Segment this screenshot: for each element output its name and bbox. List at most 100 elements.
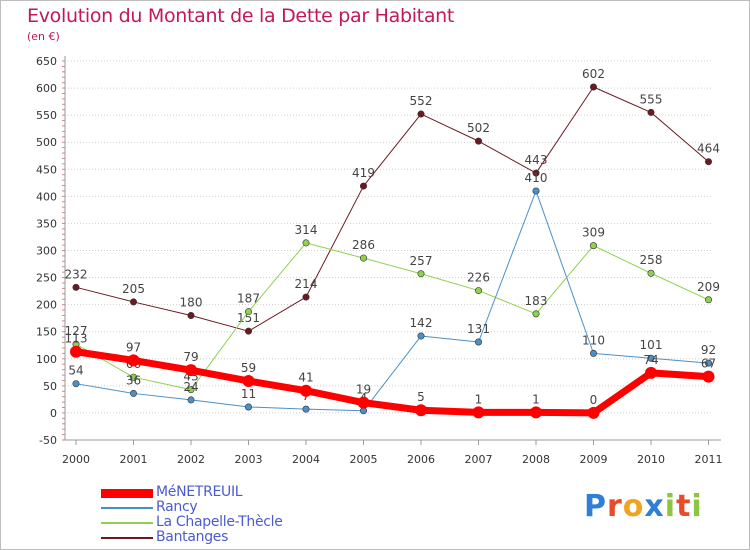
data-point bbox=[302, 405, 310, 413]
data-point bbox=[589, 83, 597, 91]
x-tick-label: 2008 bbox=[522, 453, 550, 466]
data-label: 131 bbox=[467, 322, 490, 336]
data-label: 41 bbox=[298, 371, 313, 385]
data-label: 464 bbox=[697, 142, 720, 156]
legend-swatch bbox=[101, 522, 153, 524]
data-point bbox=[474, 287, 482, 295]
x-tick-label: 2001 bbox=[120, 453, 148, 466]
y-tick-label: 600 bbox=[36, 82, 57, 95]
data-label: 97 bbox=[126, 340, 141, 354]
x-tick-label: 2010 bbox=[637, 453, 665, 466]
y-tick-label: 350 bbox=[36, 217, 57, 230]
y-tick-label: 100 bbox=[36, 353, 57, 366]
data-label: 502 bbox=[467, 121, 490, 135]
brand-letter: i bbox=[691, 489, 703, 524]
x-tick-label: 2005 bbox=[350, 453, 378, 466]
data-label: 602 bbox=[582, 67, 605, 81]
data-label: 1 bbox=[475, 392, 483, 406]
series-line bbox=[75, 86, 709, 332]
unit-label: (en €) bbox=[27, 30, 60, 43]
y-tick-label: 150 bbox=[36, 326, 57, 339]
x-tick-label: 2007 bbox=[465, 453, 493, 466]
data-label: 5 bbox=[417, 390, 425, 404]
data-point bbox=[472, 406, 485, 419]
data-point bbox=[185, 364, 197, 377]
legend-label: MéNETREUIL bbox=[156, 484, 243, 500]
data-point bbox=[415, 404, 427, 417]
data-point bbox=[130, 373, 138, 381]
data-label: 127 bbox=[65, 324, 88, 338]
data-label: 309 bbox=[582, 226, 605, 240]
data-point bbox=[704, 296, 712, 304]
y-tick-label: 450 bbox=[36, 163, 57, 176]
data-label: 555 bbox=[640, 92, 663, 106]
data-point bbox=[474, 137, 482, 145]
brand-letter: P bbox=[584, 489, 607, 524]
data-label: 19 bbox=[356, 383, 371, 397]
data-label: 101 bbox=[640, 338, 663, 352]
data-point bbox=[589, 242, 597, 250]
data-label: 205 bbox=[122, 282, 145, 296]
data-label: 79 bbox=[183, 350, 198, 364]
data-label: 36 bbox=[126, 373, 141, 387]
y-tick-label: 400 bbox=[36, 190, 57, 203]
data-point bbox=[645, 366, 657, 379]
data-label: 314 bbox=[295, 223, 318, 237]
y-tick-label: 50 bbox=[43, 380, 57, 393]
data-label: 232 bbox=[65, 267, 88, 281]
data-label: 24 bbox=[183, 380, 198, 394]
data-point bbox=[704, 158, 712, 166]
data-label: 552 bbox=[410, 94, 433, 108]
data-point bbox=[532, 310, 540, 318]
data-point bbox=[357, 396, 370, 409]
data-point bbox=[242, 374, 255, 387]
data-label: 214 bbox=[295, 277, 318, 291]
x-tick-label: 2000 bbox=[62, 453, 90, 466]
data-point bbox=[532, 169, 540, 177]
data-point bbox=[72, 380, 80, 388]
data-point bbox=[702, 370, 715, 383]
legend-swatch bbox=[101, 507, 153, 509]
y-tick-label: 500 bbox=[36, 136, 57, 149]
series-la-chapelle-th-cle: 1276643187314286257226183309258209 bbox=[65, 223, 720, 394]
data-point bbox=[302, 239, 310, 247]
y-tick-label: 300 bbox=[36, 245, 57, 258]
legend-label: Bantanges bbox=[156, 529, 229, 545]
series-rancy: 543624117414213141011010192 bbox=[68, 171, 716, 415]
data-label: 110 bbox=[582, 333, 605, 347]
data-point bbox=[532, 187, 540, 195]
legend-label: La Chapelle-Thècle bbox=[156, 514, 283, 530]
data-label: 410 bbox=[525, 171, 548, 185]
chart-title: Evolution du Montant de la Dette par Hab… bbox=[27, 5, 455, 27]
data-point bbox=[647, 108, 655, 116]
data-label: 0 bbox=[590, 393, 598, 407]
data-label: 74 bbox=[643, 353, 658, 367]
data-point bbox=[647, 269, 655, 277]
x-tick-label: 2009 bbox=[580, 453, 608, 466]
data-label: 92 bbox=[701, 343, 716, 357]
data-label: 180 bbox=[180, 295, 203, 309]
brand-letter: i bbox=[664, 489, 677, 524]
data-point bbox=[72, 283, 80, 291]
data-point bbox=[359, 254, 367, 262]
data-point bbox=[647, 354, 655, 362]
series-line bbox=[75, 242, 709, 391]
data-label: 113 bbox=[65, 332, 88, 346]
x-tick-label: 2004 bbox=[292, 453, 320, 466]
y-tick-label: 650 bbox=[36, 55, 57, 68]
data-point bbox=[302, 293, 310, 301]
data-label: 151 bbox=[237, 311, 260, 325]
data-point bbox=[474, 338, 482, 346]
data-point bbox=[359, 182, 367, 190]
data-point bbox=[704, 359, 712, 367]
data-label: 209 bbox=[697, 280, 720, 294]
data-label: 59 bbox=[241, 361, 256, 375]
data-point bbox=[530, 406, 542, 419]
series-line bbox=[75, 190, 709, 412]
data-label: 443 bbox=[525, 153, 548, 167]
data-point bbox=[587, 406, 600, 419]
x-tick-label: 2011 bbox=[695, 453, 723, 466]
data-point bbox=[70, 345, 82, 358]
